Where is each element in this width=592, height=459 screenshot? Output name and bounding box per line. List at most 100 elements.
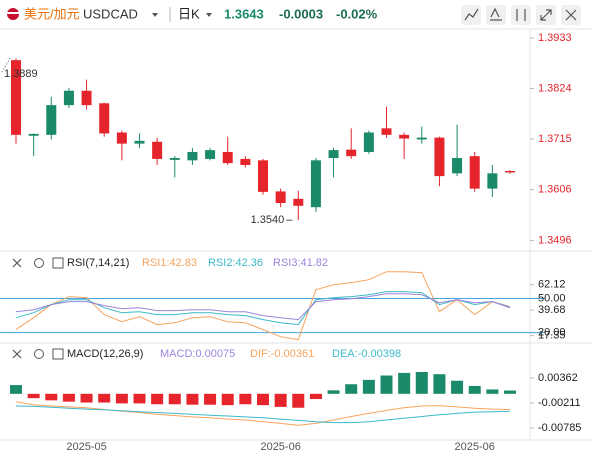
macd-bar bbox=[239, 393, 252, 405]
candle-body bbox=[469, 156, 480, 189]
interval[interactable]: 日K bbox=[178, 6, 200, 21]
hide-macd[interactable] bbox=[52, 348, 64, 360]
settings-macd[interactable] bbox=[34, 349, 44, 359]
candle-body bbox=[169, 158, 180, 160]
macd-bar bbox=[133, 393, 146, 404]
rsi-line bbox=[15, 293, 511, 321]
symbol[interactable]: USDCAD bbox=[83, 6, 138, 21]
candle-body bbox=[363, 132, 374, 152]
macd-bar bbox=[292, 393, 305, 408]
macd-bar bbox=[345, 384, 358, 394]
y-tick-label: 1.3933 bbox=[538, 32, 572, 44]
price-change: -0.0003 bbox=[279, 6, 323, 21]
symbol-dropdown[interactable] bbox=[152, 13, 158, 17]
settings-rsi[interactable] bbox=[34, 258, 44, 268]
rsi-line bbox=[15, 291, 511, 326]
hide-rsi[interactable] bbox=[52, 257, 64, 269]
min-label: 1.3540 bbox=[251, 214, 285, 226]
candle-body bbox=[434, 137, 445, 177]
macd-line bbox=[15, 405, 511, 424]
macd-bar bbox=[415, 372, 428, 394]
toolbar bbox=[461, 5, 581, 25]
legend-entry: DIF:-0.00361 bbox=[250, 348, 314, 360]
macd-bar bbox=[327, 390, 340, 394]
y-tick-label: 1.3715 bbox=[538, 133, 572, 145]
macd-bar bbox=[398, 372, 411, 394]
y-tick-label: 0.00362 bbox=[538, 372, 578, 384]
macd-bar bbox=[257, 393, 269, 406]
flag-stripe bbox=[7, 12, 19, 14]
x-tick-label: 2025-05 bbox=[66, 441, 106, 453]
pair-name[interactable]: 美元/加元 bbox=[24, 6, 80, 21]
collapse-rsi[interactable] bbox=[12, 258, 22, 268]
rsi-line bbox=[15, 271, 511, 341]
draw-button[interactable] bbox=[486, 5, 506, 25]
candle-type-icon bbox=[516, 9, 526, 21]
macd-bar bbox=[168, 393, 181, 405]
candle-body bbox=[240, 158, 251, 165]
candle-body bbox=[275, 191, 286, 204]
macd-bar bbox=[504, 390, 516, 394]
candle-body bbox=[222, 151, 233, 164]
legend-entry: RSI2:42.36 bbox=[208, 257, 263, 269]
legend-entry: RSI3:41.82 bbox=[273, 257, 328, 269]
price-change-pct: -0.02% bbox=[336, 6, 378, 21]
candle-body bbox=[487, 173, 498, 189]
candle-body bbox=[99, 103, 110, 134]
candle-body bbox=[310, 160, 321, 208]
macd-bar bbox=[98, 393, 111, 403]
candle-body bbox=[399, 134, 410, 139]
macd-bar bbox=[309, 393, 322, 400]
candle-body bbox=[293, 198, 304, 206]
macd-title: MACD(12,26,9) bbox=[67, 348, 143, 360]
macd-bar bbox=[62, 393, 75, 402]
x-tick-label: 2025-06 bbox=[260, 441, 300, 453]
y-tick-label: -0.00785 bbox=[538, 422, 581, 434]
macd-bar bbox=[80, 393, 93, 403]
macd-line bbox=[15, 401, 511, 426]
y-tick-label: 50.00 bbox=[538, 292, 566, 304]
candle-body bbox=[187, 151, 198, 161]
candle-body bbox=[152, 141, 163, 159]
macd-bar bbox=[433, 374, 446, 394]
candle-body bbox=[258, 160, 268, 192]
candle-body bbox=[452, 158, 463, 174]
candle-body bbox=[328, 150, 339, 159]
candle-body bbox=[205, 150, 216, 159]
candle-body bbox=[134, 140, 145, 144]
candle-body bbox=[346, 149, 357, 157]
macd-bar bbox=[27, 393, 40, 399]
candle-body bbox=[28, 133, 39, 136]
y-tick-label: -0.00211 bbox=[538, 397, 581, 409]
candle-body bbox=[416, 137, 427, 140]
x-tick-label: 2025-06 bbox=[455, 441, 495, 453]
macd-bar bbox=[468, 385, 481, 394]
interval-dropdown[interactable] bbox=[206, 13, 212, 17]
collapse-macd[interactable] bbox=[12, 349, 22, 359]
candle-body bbox=[11, 60, 21, 135]
max-label: 1.3889 bbox=[4, 68, 38, 80]
legend-entry: RSI1:42.83 bbox=[142, 257, 197, 269]
macd-bar bbox=[221, 393, 234, 406]
macd-bar bbox=[45, 393, 58, 401]
candle-body bbox=[46, 105, 57, 135]
legend-entry: DEA:-0.00398 bbox=[332, 348, 401, 360]
y-tick-label: 1.3824 bbox=[538, 82, 572, 94]
candle-body bbox=[81, 90, 92, 106]
y-tick-label: 1.3606 bbox=[538, 183, 572, 195]
macd-bar bbox=[451, 380, 464, 394]
indicator-icon bbox=[464, 8, 479, 21]
y-tick-label: 62.12 bbox=[538, 279, 566, 291]
macd-bar bbox=[10, 385, 22, 394]
fullscreen-icon bbox=[540, 9, 552, 21]
candle-type-button[interactable] bbox=[511, 5, 531, 25]
macd-bar bbox=[362, 379, 375, 394]
y-tick-label: 1.3496 bbox=[538, 234, 572, 246]
macd-bar bbox=[380, 375, 393, 394]
macd-bar bbox=[204, 393, 217, 405]
macd-bar bbox=[486, 389, 499, 394]
candle-body bbox=[63, 90, 74, 106]
macd-bar bbox=[186, 393, 199, 405]
candle-body bbox=[116, 132, 127, 144]
